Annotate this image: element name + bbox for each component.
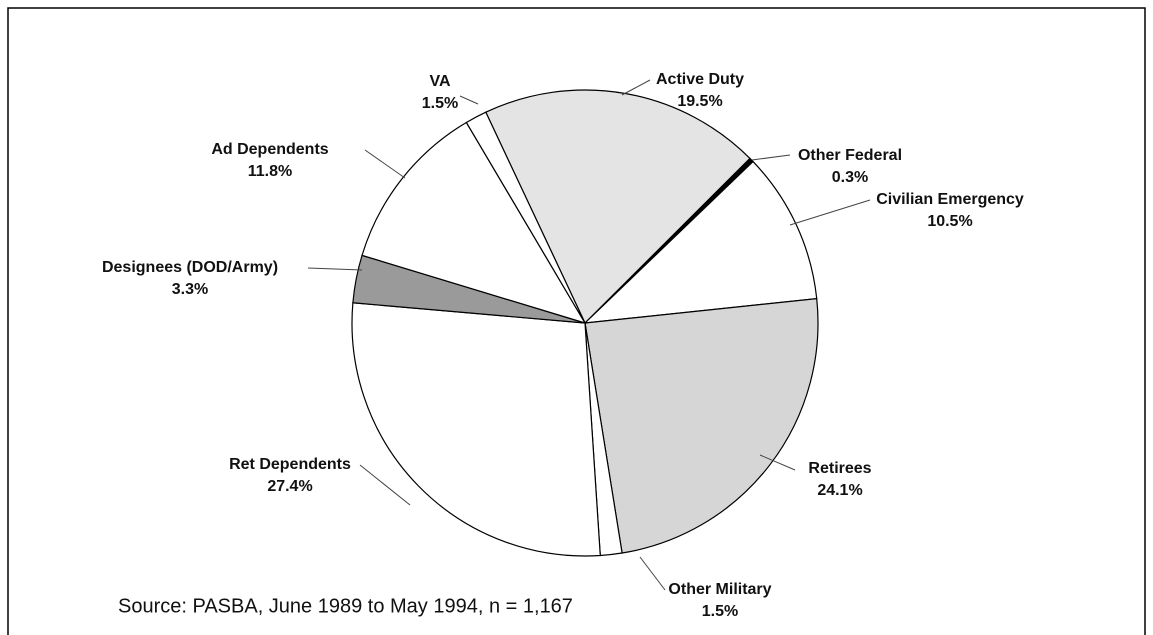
pie-slice	[583, 160, 818, 324]
slice-label: Other Federal	[798, 147, 902, 164]
leader-line	[359, 464, 411, 506]
leader-line	[621, 79, 651, 96]
source-note: Source: PASBA, June 1989 to May 1994, n …	[118, 595, 573, 617]
leader-line	[639, 556, 666, 591]
slice-label: Designees (DOD/Army)	[102, 259, 278, 276]
leader-line	[759, 454, 796, 471]
slice-value-label: 27.4%	[267, 478, 312, 495]
slice-label: Active Duty	[656, 71, 744, 88]
slice-value-label: 10.5%	[927, 213, 972, 230]
pie-slice	[584, 297, 819, 554]
frame	[7, 7, 1146, 635]
leader-line	[751, 154, 791, 161]
slice-label: VA	[429, 73, 450, 90]
slice-label: Retirees	[808, 460, 871, 477]
pie-slice	[361, 121, 587, 325]
leader-line	[364, 149, 406, 179]
pie-slice	[465, 111, 586, 324]
slice-value-label: 3.3%	[172, 281, 208, 298]
slice-value-label: 1.5%	[422, 95, 458, 112]
slice-label: Ret Dependents	[229, 456, 351, 473]
leader-line	[789, 199, 871, 226]
slice-value-label: 11.8%	[248, 163, 292, 180]
slice-label: Other Military	[668, 581, 771, 598]
leader-line	[459, 95, 479, 105]
slice-value-label: 24.1%	[817, 482, 862, 499]
leader-line	[307, 267, 363, 271]
slice-value-label: 1.5%	[702, 603, 738, 620]
slice-label: Civilian Emergency	[876, 191, 1024, 208]
slice-value-label: 19.5%	[677, 93, 722, 110]
slice-value-label: 0.3%	[832, 169, 868, 186]
slice-label: Ad Dependents	[211, 141, 328, 158]
pie-slice	[351, 302, 601, 557]
